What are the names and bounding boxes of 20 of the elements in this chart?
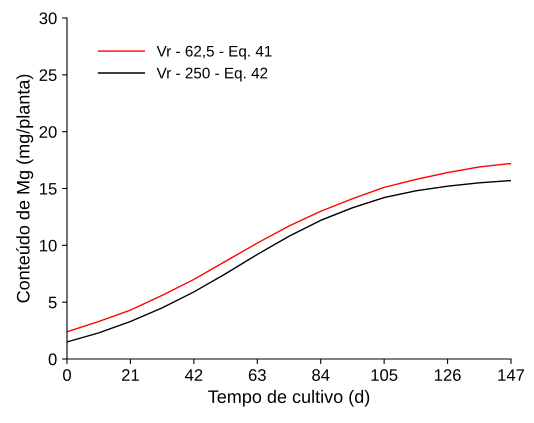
- y-tick-label: 20: [40, 126, 57, 138]
- x-tick-label: 21: [122, 369, 139, 381]
- y-tick-label: 25: [40, 69, 57, 82]
- y-tick-label: 10: [40, 240, 57, 252]
- x-tick-label: 126: [434, 369, 461, 381]
- line-series: [67, 162, 511, 332]
- y-tick-label: 30: [39, 12, 57, 24]
- x-tick-label: 84: [312, 369, 330, 381]
- x-tick-label: 147: [498, 369, 524, 381]
- x-tick-label: 0: [63, 369, 71, 381]
- y-tick-label: 15: [40, 183, 57, 195]
- x-tick-label: 105: [372, 369, 398, 381]
- legend-label: Vr - 250 - Eq. 42: [156, 68, 268, 82]
- x-tick-label: 42: [184, 369, 202, 381]
- y-tick-label: 5: [48, 296, 57, 308]
- x-tick-label: 63: [248, 369, 266, 381]
- x-axis-title: Tempo de cultivo (d): [208, 390, 370, 407]
- legend-label: Vr - 62,5 - Eq. 41: [156, 46, 272, 60]
- y-axis-title: Conteúdo de Mg (mg/planta): [16, 74, 34, 302]
- y-tick-label: 0: [48, 353, 57, 366]
